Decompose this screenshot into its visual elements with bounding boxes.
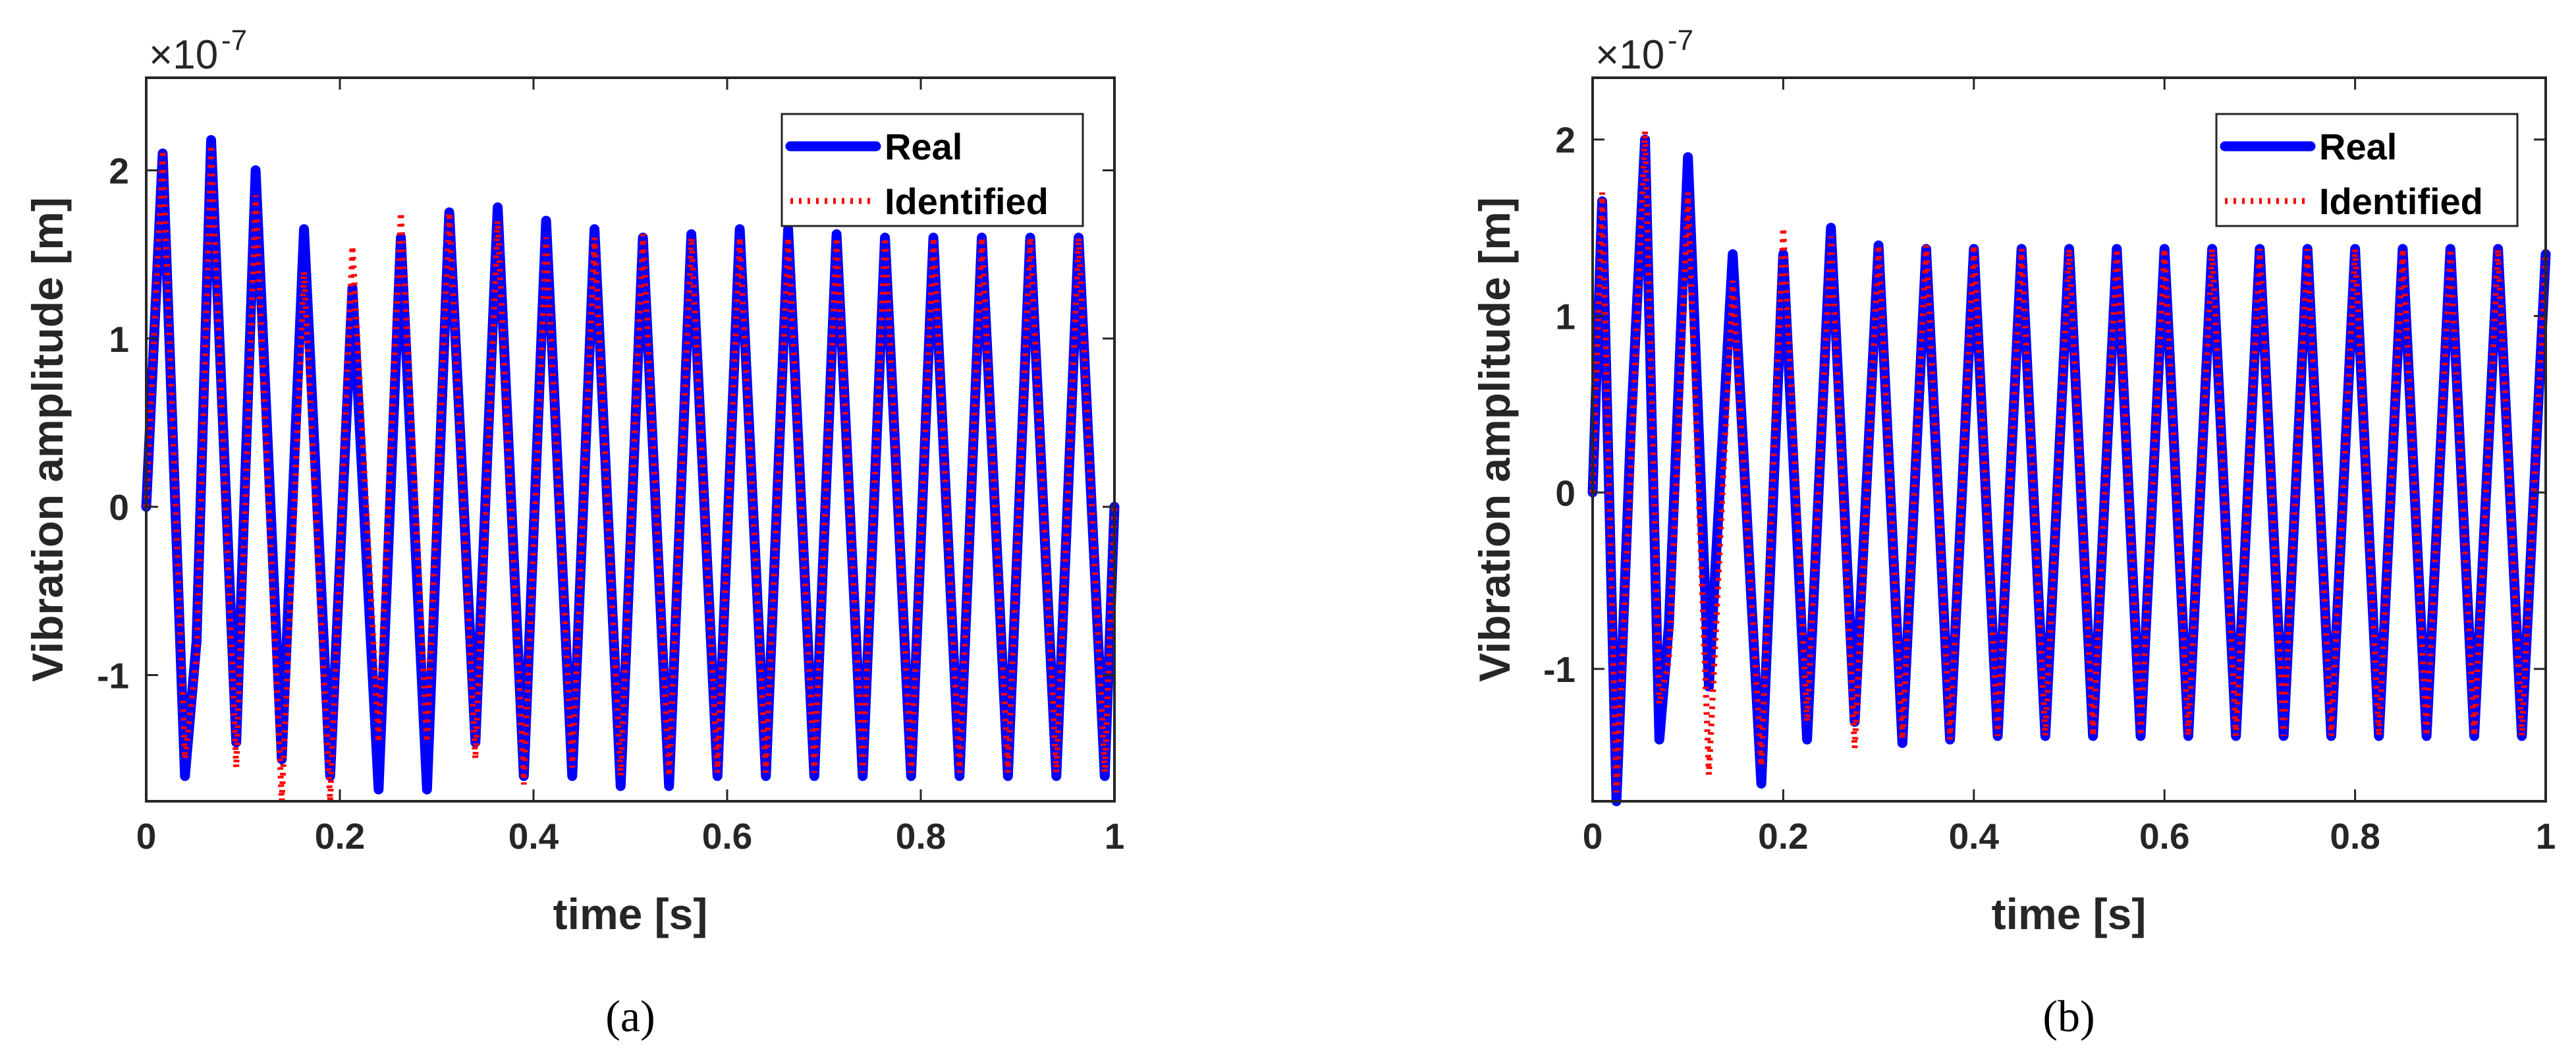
legend-label-real-b: Real — [2319, 126, 2397, 167]
legend-b: Real Identified — [2215, 113, 2519, 227]
y-axis-label-b: Vibration amplitude [m] — [1470, 197, 1519, 682]
x-tick-label: 0.4 — [508, 816, 559, 857]
panel-a: 0 0.2 0.4 0.6 0.8 1 -1 0 1 2 ×10 -7 Real Identifi… — [23, 24, 1124, 1041]
axes-box-b — [1591, 76, 2547, 803]
x-tick-label: 1 — [2536, 816, 2556, 857]
y-tick-label: 1 — [109, 319, 129, 360]
y-tick-label: 0 — [1555, 472, 1576, 513]
x-tick-label: 0.4 — [1949, 816, 2000, 857]
x-tick-label: 1 — [1105, 816, 1125, 857]
ticks-a: 0 0.2 0.4 0.6 0.8 1 -1 0 1 2 — [97, 78, 1124, 857]
legend-a: Real Identified — [781, 113, 1084, 227]
x-tick-label: 0 — [136, 816, 157, 857]
panel-caption-a: (a) — [605, 991, 655, 1041]
x-axis-label-a: time [s] — [553, 890, 708, 938]
y-axis-label-a: Vibration amplitude [m] — [23, 197, 72, 682]
y-exponent-a: ×10 -7 — [149, 24, 247, 78]
legend-label-real-a: Real — [885, 126, 962, 167]
y-tick-label: -1 — [97, 655, 129, 696]
x-tick-label: 0.8 — [896, 816, 946, 857]
series-b-real — [1587, 134, 2551, 807]
legend-box-a — [781, 113, 1084, 227]
panel-b: 0 0.2 0.4 0.6 0.8 1 -1 0 1 2 ×10 -7 Real Identifi… — [1470, 24, 2556, 1041]
legend-box-b — [2215, 113, 2519, 227]
series-line-identified-a — [143, 144, 1118, 802]
legend-label-identified-b: Identified — [2319, 181, 2483, 222]
y-multiplier-b: ×10 — [1595, 32, 1664, 78]
ticks-b: 0 0.2 0.4 0.6 0.8 1 -1 0 1 2 — [1543, 78, 2556, 857]
x-tick-label: 0.2 — [1758, 816, 1808, 857]
x-tick-label: 0.8 — [2330, 816, 2380, 857]
series-a-identified — [143, 144, 1118, 802]
legend-label-identified-a: Identified — [885, 181, 1049, 222]
y-tick-label: -1 — [1543, 649, 1576, 690]
y-exponent-value-b: -7 — [1668, 24, 1693, 57]
series-line-real-b — [1587, 134, 2551, 807]
x-axis-label-b: time [s] — [1992, 890, 2147, 938]
y-tick-label: 0 — [109, 487, 129, 528]
x-tick-label: 0.6 — [702, 816, 752, 857]
y-tick-label: 2 — [1555, 120, 1576, 161]
y-exponent-b: ×10 -7 — [1595, 24, 1693, 78]
panel-caption-b: (b) — [2042, 991, 2095, 1041]
x-tick-label: 0 — [1583, 816, 1603, 857]
axes-box-a — [145, 76, 1116, 803]
x-tick-label: 0.2 — [315, 816, 365, 857]
y-tick-label: 1 — [1555, 297, 1576, 337]
x-tick-label: 0.6 — [2139, 816, 2189, 857]
y-tick-label: 2 — [109, 150, 129, 191]
y-multiplier-a: ×10 — [149, 32, 218, 78]
y-exponent-value-a: -7 — [221, 24, 247, 57]
